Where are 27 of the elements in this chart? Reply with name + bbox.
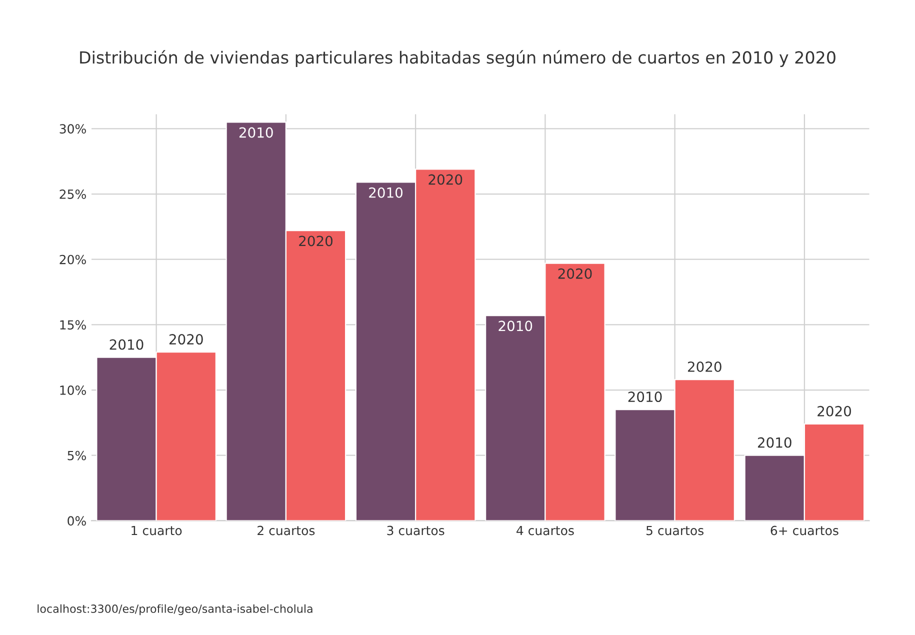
x-tick-label: 5 cuartos (646, 526, 704, 536)
series-label: 2010 (498, 320, 532, 332)
text: 2020 (688, 361, 722, 372)
text: 2020 (169, 334, 203, 345)
text: 2010 (369, 187, 402, 198)
text: 2010 (628, 392, 662, 402)
y-tick-label: 5% (68, 450, 86, 460)
y-tick-label: 30% (60, 124, 86, 134)
x-tick-label: 2 cuartos (258, 526, 315, 536)
x-tick-label: 3 cuartos (387, 526, 444, 536)
series-label: 2020 (428, 174, 462, 185)
y-tick-label: 10% (60, 385, 86, 395)
text: 2020 (818, 406, 851, 416)
text: 2010 (110, 339, 144, 350)
text: localhost:3300/es/profile/geo/santa-isabel-cholula (38, 604, 312, 616)
text: 2020 (558, 268, 592, 279)
x-tick-label: 1 cuarto (132, 526, 182, 536)
y-tick-label: 0% (68, 516, 86, 526)
y-tick-label: 25% (60, 189, 86, 199)
x-tick-label: 6+ cuartos (770, 526, 838, 536)
x-tick-label: 4 cuartos (516, 526, 574, 536)
y-tick-label: 20% (60, 254, 86, 264)
text: 2010 (758, 437, 792, 448)
text: 2020 (299, 236, 332, 246)
y-tick-label: 15% (60, 320, 86, 330)
text: 2010 (239, 127, 273, 138)
chart-title: Distribución de viviendas particulares habitadas según número de cuartos en 2010 y 2020 (80, 50, 836, 67)
